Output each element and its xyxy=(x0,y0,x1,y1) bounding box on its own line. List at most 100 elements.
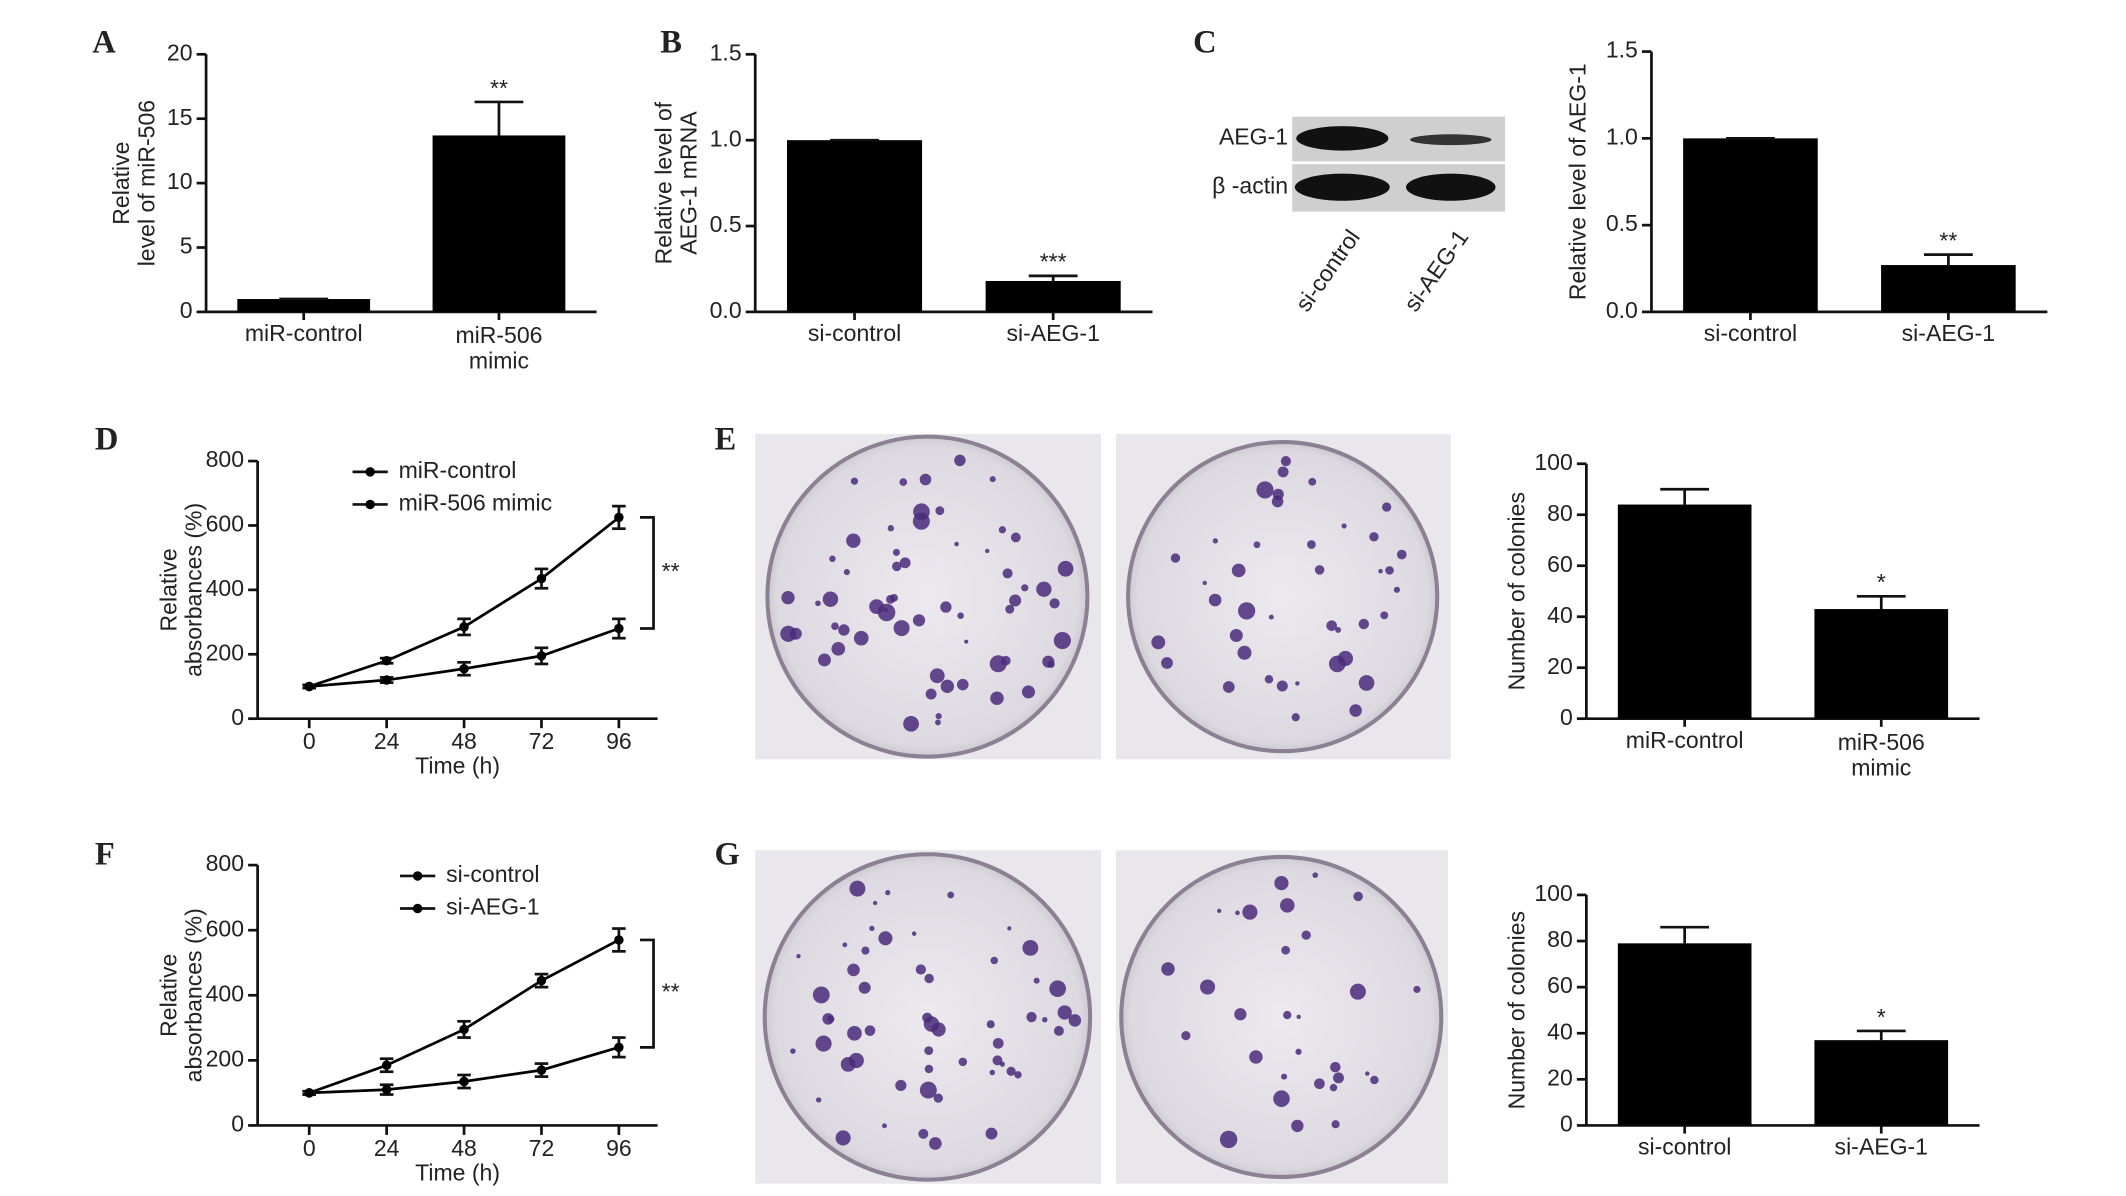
y-tick-label: 0.0 xyxy=(1606,297,1638,323)
colony xyxy=(1014,1071,1022,1079)
colony xyxy=(1231,563,1246,578)
blot-band xyxy=(1294,173,1390,201)
bar xyxy=(237,299,371,312)
colony xyxy=(1365,1071,1370,1076)
y-axis-label: Number of colonies xyxy=(1504,492,1530,690)
colony xyxy=(989,1069,996,1076)
y-tick-label: 1.5 xyxy=(710,39,742,65)
blot-lane-label: si-control xyxy=(1290,225,1365,316)
point xyxy=(536,975,547,986)
colony xyxy=(1053,631,1071,650)
y-tick-label: 40 xyxy=(1547,1018,1573,1044)
colony xyxy=(1385,566,1394,575)
x-tick-label: si-AEG-1 xyxy=(1902,320,1995,346)
y-tick-label: 0 xyxy=(180,297,193,323)
colony xyxy=(1222,681,1235,693)
colony xyxy=(958,1057,968,1067)
colony xyxy=(840,1057,856,1072)
colony xyxy=(1328,655,1346,673)
dish xyxy=(765,434,1090,759)
x-tick-label: 48 xyxy=(451,1135,477,1161)
y-tick-label: 40 xyxy=(1547,602,1573,628)
colony xyxy=(1006,1066,1016,1076)
colony xyxy=(999,1061,1005,1067)
significance: ** xyxy=(1939,228,1957,254)
line xyxy=(309,627,620,688)
significance-bracket xyxy=(639,516,655,630)
colony xyxy=(1413,985,1421,994)
colony xyxy=(1249,1050,1263,1064)
y-tick-label: 0.0 xyxy=(710,297,742,323)
bar xyxy=(432,135,566,312)
x-tick-label: 96 xyxy=(606,1135,632,1161)
colony xyxy=(929,1137,942,1150)
colony xyxy=(935,506,945,516)
significance: *** xyxy=(1040,249,1067,275)
colony xyxy=(1181,1031,1191,1041)
blot xyxy=(1292,116,1506,212)
colony xyxy=(1358,675,1375,691)
x-tick-label: si-AEG-1 xyxy=(1006,320,1099,346)
x-tick-label: miR-control xyxy=(1626,727,1744,753)
x-axis-label: Time (h) xyxy=(415,1159,500,1185)
legend-marker xyxy=(365,467,375,477)
colony xyxy=(1237,602,1256,620)
x-tick-label: miR-control xyxy=(245,320,363,346)
colony xyxy=(903,715,919,732)
colony xyxy=(850,477,859,485)
colony xyxy=(1009,594,1022,607)
x-tick-label: 0 xyxy=(303,728,316,754)
colony xyxy=(899,557,911,569)
y-tick-label: 0 xyxy=(1560,1111,1573,1137)
colony xyxy=(929,668,945,684)
colony xyxy=(1002,568,1013,579)
colony xyxy=(1049,980,1067,998)
colony xyxy=(1033,977,1040,984)
y-tick-label: 15 xyxy=(167,104,193,130)
blot-band xyxy=(1410,134,1492,146)
y-tick-label: 5 xyxy=(180,233,193,259)
significance: ** xyxy=(662,558,680,584)
significance: ** xyxy=(490,75,508,101)
colony xyxy=(985,548,990,554)
x-tick-label: 24 xyxy=(374,1135,400,1161)
significance: * xyxy=(1877,569,1886,595)
colony xyxy=(1208,593,1222,607)
colony xyxy=(1170,553,1181,563)
colony xyxy=(957,678,969,691)
y-axis-label: Relative level of AEG-1 xyxy=(1565,63,1591,300)
colony xyxy=(1237,645,1252,660)
x-tick-label: si-control xyxy=(1638,1134,1731,1160)
colony xyxy=(893,620,910,637)
colony xyxy=(1326,620,1337,631)
colony xyxy=(1276,680,1288,692)
colony xyxy=(925,688,937,700)
panel-label: A xyxy=(92,24,116,60)
colony xyxy=(781,591,795,605)
point xyxy=(614,512,624,523)
colony xyxy=(892,548,900,556)
colony xyxy=(964,639,969,644)
colony xyxy=(918,1128,929,1139)
colony xyxy=(1329,1083,1338,1092)
y-tick-label: 20 xyxy=(1547,1064,1573,1090)
colony xyxy=(869,599,885,615)
colony xyxy=(1283,1010,1292,1020)
colony xyxy=(911,931,917,936)
colony xyxy=(1358,618,1370,630)
x-tick-label: 96 xyxy=(606,728,632,754)
colony xyxy=(913,503,930,521)
colony xyxy=(1273,1090,1290,1107)
colony xyxy=(940,679,955,693)
colony xyxy=(1235,910,1240,916)
x-tick-label: 0 xyxy=(303,1135,316,1161)
colony xyxy=(1242,904,1258,920)
colony xyxy=(1049,598,1060,609)
y-tick-label: 800 xyxy=(206,446,244,472)
colony xyxy=(1253,541,1261,549)
colony xyxy=(990,691,1004,706)
panel-label: C xyxy=(1193,24,1217,60)
colony xyxy=(912,614,926,627)
